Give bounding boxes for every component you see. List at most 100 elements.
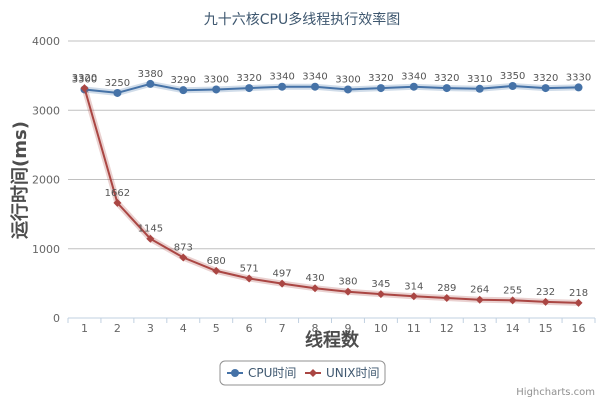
x-tick-label: 6 — [246, 322, 253, 335]
data-point[interactable] — [508, 82, 517, 91]
series-cpu — [80, 79, 583, 97]
data-point[interactable] — [574, 298, 583, 307]
y-tick-label: 2000 — [32, 174, 60, 187]
data-point[interactable] — [442, 84, 451, 93]
data-point[interactable] — [541, 297, 550, 306]
data-label: 3300 — [72, 74, 97, 85]
data-point[interactable] — [343, 85, 352, 94]
data-point[interactable] — [311, 82, 320, 91]
data-point[interactable] — [442, 293, 451, 302]
x-tick-label: 8 — [312, 322, 319, 335]
data-label: 873 — [174, 243, 193, 254]
x-axis: 1 2 3 4 5 6 7 8 9 10 11 12 13 14 15 16 — [67, 317, 596, 335]
series-line — [83, 87, 579, 304]
data-label: 680 — [207, 256, 226, 267]
x-tick-label: 2 — [114, 322, 121, 335]
series-group — [80, 79, 583, 307]
legend-label-cpu: CPU时间 — [248, 366, 296, 380]
data-label: 3300 — [335, 74, 360, 85]
data-label: 3320 — [236, 73, 261, 84]
x-tick-label: 14 — [506, 322, 520, 335]
x-tick-label: 11 — [407, 322, 421, 335]
data-label: 3340 — [302, 72, 327, 83]
data-point[interactable] — [409, 82, 418, 91]
legend-marker-cpu — [231, 369, 239, 377]
x-tick-label: 4 — [180, 322, 187, 335]
x-tick-label: 13 — [473, 322, 487, 335]
y-axis-ticks: 0 1000 2000 3000 4000 — [32, 35, 60, 325]
data-label: 3310 — [467, 74, 492, 85]
series-line-shadow — [81, 87, 579, 306]
data-point[interactable] — [179, 253, 188, 262]
data-point[interactable] — [212, 85, 221, 94]
data-label: 497 — [273, 269, 292, 280]
data-label: 1145 — [138, 224, 163, 235]
data-point[interactable] — [113, 198, 122, 207]
x-tick-label: 10 — [374, 322, 388, 335]
data-point[interactable] — [508, 296, 517, 305]
x-tick-label: 7 — [279, 322, 286, 335]
y-tick-label: 4000 — [32, 35, 60, 48]
data-label: 345 — [371, 279, 390, 290]
data-point[interactable] — [376, 84, 385, 93]
data-label: 3320 — [72, 73, 97, 84]
data-label: 430 — [305, 273, 324, 284]
data-point[interactable] — [245, 84, 254, 93]
y-tick-label: 1000 — [32, 243, 60, 256]
legend-marker-unix — [309, 369, 317, 377]
data-point[interactable] — [409, 292, 418, 301]
data-label: 1662 — [105, 188, 130, 199]
data-point[interactable] — [80, 84, 89, 93]
data-point[interactable] — [475, 84, 484, 93]
data-label: 3300 — [203, 74, 228, 85]
series-unix — [80, 84, 583, 307]
data-label: 3330 — [566, 72, 591, 83]
x-tick-label: 15 — [539, 322, 553, 335]
x-axis-label: 线程数 — [305, 329, 360, 351]
data-label: 571 — [240, 263, 259, 274]
data-label: 3380 — [138, 69, 163, 80]
data-point[interactable] — [146, 234, 155, 243]
data-label: 3340 — [269, 72, 294, 83]
legend-item-unix[interactable]: UNIX时间 — [305, 366, 380, 380]
x-tick-label: 5 — [213, 322, 220, 335]
data-label: 380 — [338, 277, 357, 288]
y-tick-label: 0 — [53, 312, 60, 325]
data-point[interactable] — [574, 83, 583, 92]
data-label: 314 — [404, 281, 423, 292]
data-point[interactable] — [376, 290, 385, 299]
data-point[interactable] — [245, 274, 254, 283]
credits-link[interactable]: Highcharts.com — [516, 387, 595, 398]
data-point[interactable] — [311, 284, 320, 293]
x-tick-label: 1 — [81, 322, 88, 335]
data-point[interactable] — [278, 279, 287, 288]
data-point[interactable] — [146, 79, 155, 88]
x-tick-label: 12 — [440, 322, 454, 335]
data-point[interactable] — [475, 295, 484, 304]
data-label: 255 — [503, 285, 522, 296]
data-point[interactable] — [212, 266, 221, 275]
data-label: 3340 — [401, 72, 426, 83]
data-label: 3320 — [434, 73, 459, 84]
data-point[interactable] — [541, 84, 550, 93]
data-point[interactable] — [278, 82, 287, 91]
x-tick-label: 3 — [147, 322, 154, 335]
x-tick-label: 16 — [572, 322, 586, 335]
data-point[interactable] — [343, 287, 352, 296]
x-tick-label: 9 — [344, 322, 351, 335]
data-label: 218 — [569, 288, 588, 299]
y-axis-label: 运行时间(ms) — [9, 121, 31, 239]
chart-title: 九十六核CPU多线程执行效率图 — [204, 11, 400, 28]
data-point[interactable] — [113, 88, 122, 97]
data-label: 289 — [437, 283, 456, 294]
legend: CPU时间 UNIX时间 — [219, 360, 386, 386]
legend-box — [219, 360, 386, 386]
data-label: 232 — [536, 287, 555, 298]
data-point[interactable] — [179, 86, 188, 95]
data-label: 3350 — [500, 71, 525, 82]
data-label: 3320 — [368, 73, 393, 84]
data-label: 264 — [470, 285, 489, 296]
legend-item-cpu[interactable]: CPU时间 — [227, 366, 296, 380]
